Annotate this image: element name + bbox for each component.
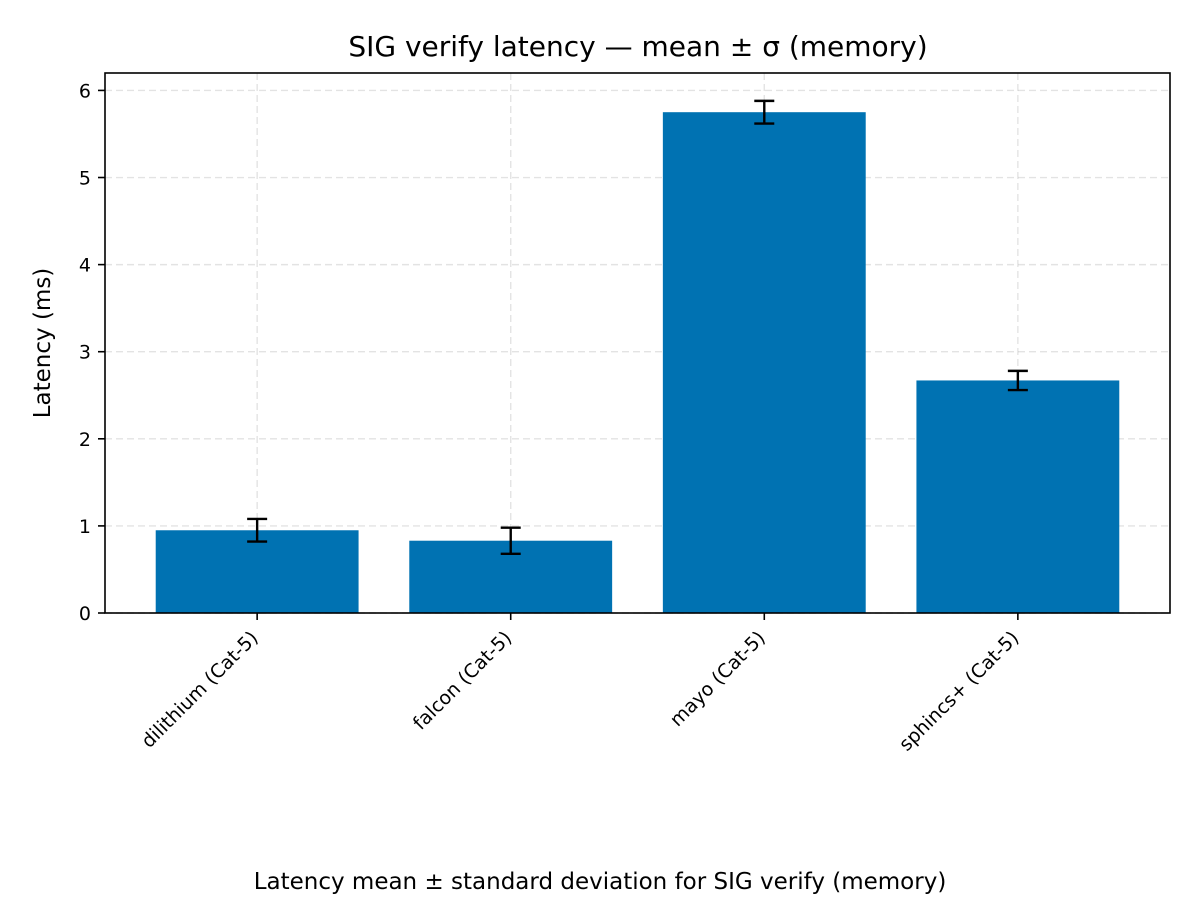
bars [155,112,1120,614]
x-tick-label: sphincs+ (Cat-5) [895,627,1024,756]
y-tick-label: 2 [79,429,91,451]
bar [916,380,1120,613]
y-axis-ticks: 0 1 2 3 4 5 6 [79,80,105,625]
error-bars [247,99,1028,555]
x-tick-label: mayo (Cat-5) [666,627,770,731]
x-tick-label: dilithium (Cat-5) [137,627,262,752]
y-tick-label: 6 [79,80,91,102]
y-tick-label: 0 [79,603,91,625]
bar [662,112,866,614]
x-axis-ticks: dilithium (Cat-5) falcon (Cat-5) mayo (Cat… [137,613,1023,756]
y-axis-label: Latency (ms) [30,268,56,419]
y-tick-label: 5 [79,168,91,190]
chart-caption: Latency mean ± standard deviation for SI… [254,869,947,895]
plot-area-frame [104,72,1171,614]
bar [155,530,359,613]
y-tick-label: 1 [79,516,91,538]
chart-title: SIG verify latency — mean ± σ (memory) [348,30,927,63]
x-tick-label: falcon (Cat-5) [409,627,516,734]
grid [105,73,1170,614]
y-tick-label: 3 [79,342,91,364]
y-tick-label: 4 [79,255,91,277]
